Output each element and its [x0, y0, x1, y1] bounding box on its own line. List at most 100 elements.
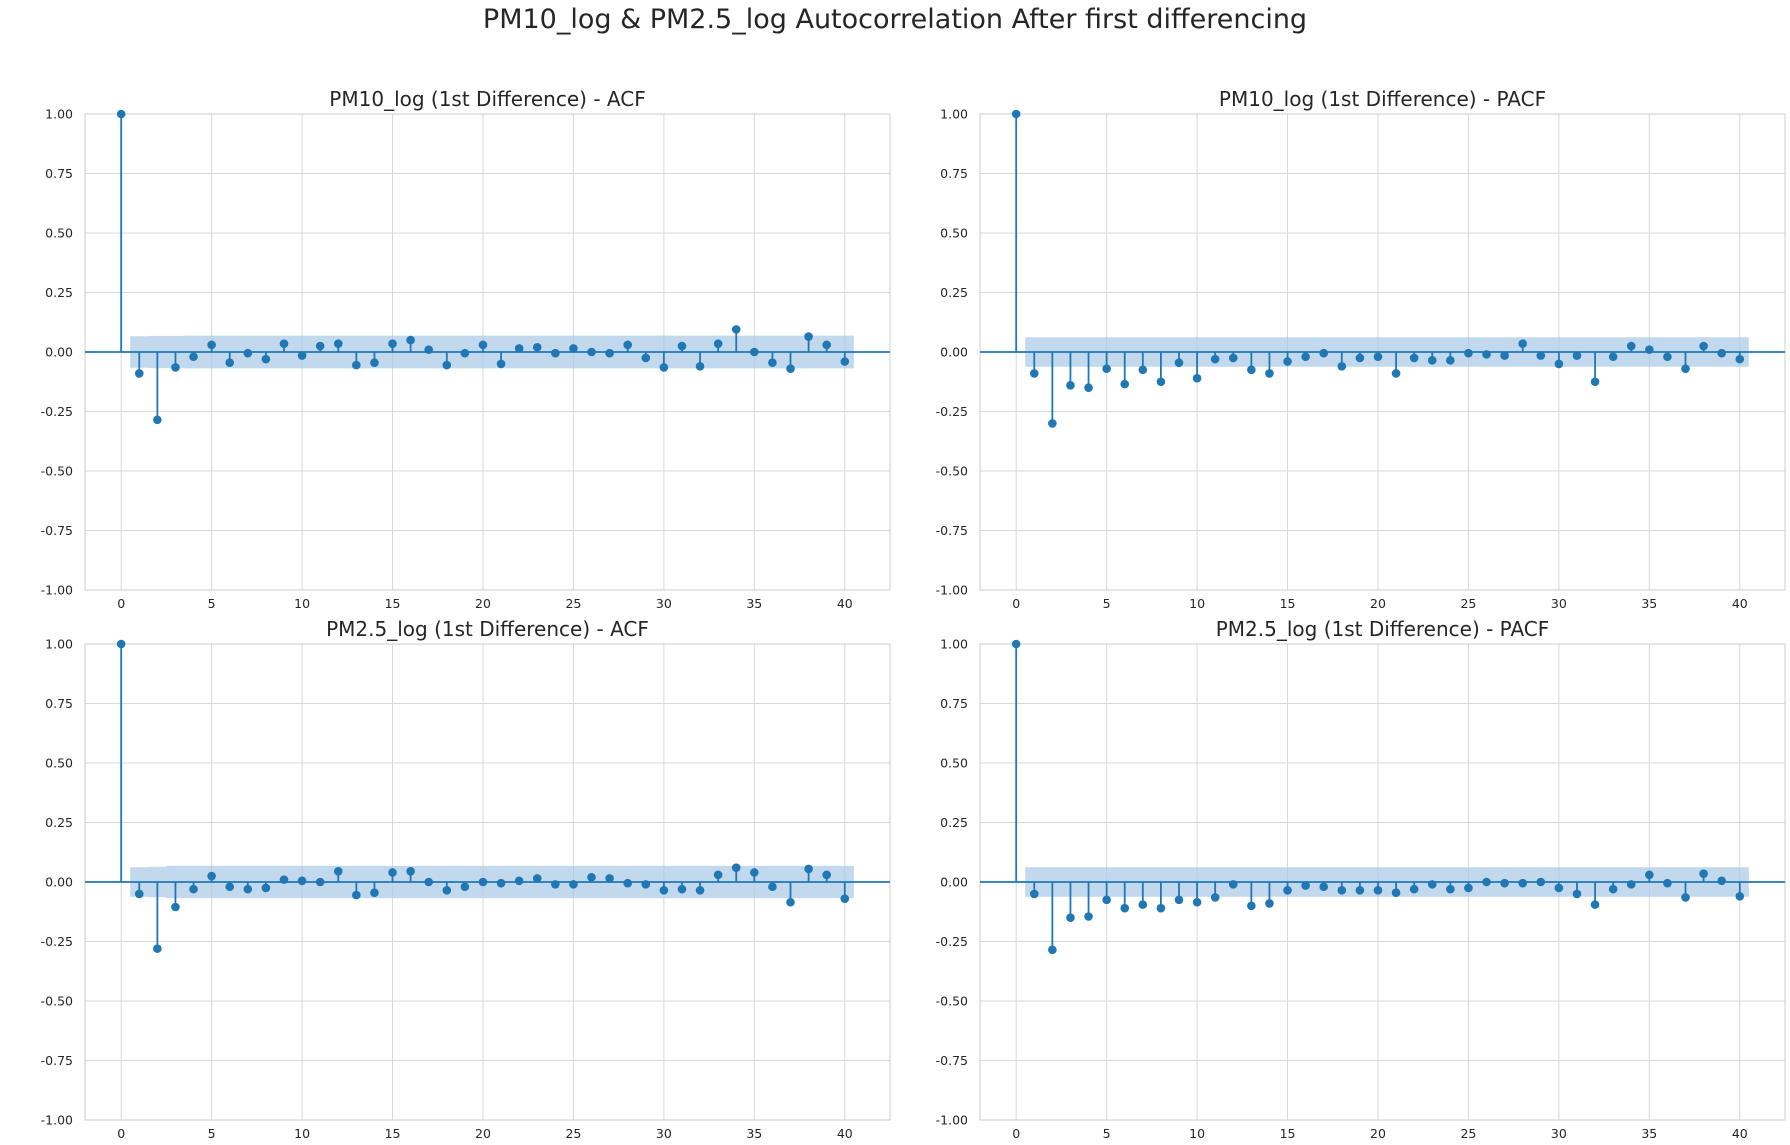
stem-point [442, 360, 452, 370]
stem-point [1337, 886, 1347, 895]
stem-point [297, 876, 307, 886]
x-tick-label: 25 [565, 596, 581, 611]
stem-point [1645, 870, 1654, 880]
stem-point [840, 357, 850, 366]
stem-point [1663, 878, 1672, 888]
stem-point [279, 339, 289, 348]
stem-point [171, 363, 180, 372]
stem-point [333, 339, 343, 348]
stem-point [1192, 373, 1202, 383]
x-tick-label: 30 [1551, 596, 1567, 611]
y-tick-label: 0.00 [45, 875, 73, 890]
stem-point [1590, 377, 1600, 387]
stem-point [822, 870, 831, 880]
stem-point [134, 889, 144, 899]
y-tick-label: 0.00 [45, 345, 73, 360]
stem-point [1283, 357, 1292, 366]
stem-point [768, 358, 777, 368]
stem-point [1464, 883, 1473, 893]
y-tick-label: 0.50 [45, 756, 73, 771]
stem-point [677, 884, 687, 894]
x-tick-label: 40 [837, 596, 853, 611]
y-tick-label: -1.00 [936, 1113, 968, 1128]
x-tick-label: 0 [117, 1126, 125, 1141]
stem-point [1355, 886, 1365, 895]
stem-point [1681, 893, 1690, 902]
stem-point [713, 339, 723, 348]
stem-point [1518, 878, 1527, 888]
pm25-acf-chart: PM2.5_log (1st Difference) - ACF 0 5 10 15 20… [41, 617, 891, 1141]
stem-point [605, 874, 614, 883]
stem-point [207, 871, 216, 881]
x-tick-label: 10 [1189, 596, 1205, 611]
pm25-pacf-title: PM2.5_log (1st Difference) - PACF [1216, 617, 1550, 641]
stem-point [786, 364, 795, 373]
y-tick-label: 0.25 [940, 285, 968, 300]
stem-point [352, 360, 361, 370]
stem-point [1265, 369, 1274, 378]
stem-point [370, 888, 379, 898]
stem-point [189, 352, 198, 362]
stem-point [605, 348, 614, 358]
y-tick-label: 0.75 [45, 166, 73, 181]
x-tick-label: 30 [1551, 1126, 1567, 1141]
stem-point [1102, 364, 1111, 373]
stem-point [1446, 884, 1455, 894]
y-tick-label: 0.75 [940, 166, 968, 181]
stem-point [713, 870, 723, 880]
stem-point [388, 339, 397, 348]
stem-point [1355, 353, 1365, 363]
x-tick-label: 35 [746, 1126, 762, 1141]
stem-point [243, 348, 253, 358]
stem-point [731, 325, 741, 334]
stem-point [1717, 876, 1726, 886]
stem-point [623, 878, 632, 888]
stem-point [1427, 356, 1437, 365]
y-tick-label: -0.25 [936, 404, 968, 419]
figure-title: PM10_log & PM2.5_log Autocorrelation Aft… [482, 4, 1308, 35]
stem-point [153, 415, 162, 425]
stem-point [659, 886, 669, 895]
stem-point [261, 354, 271, 364]
stem-point [406, 866, 415, 876]
y-tick-label: -0.75 [936, 523, 968, 538]
stem-point [1138, 365, 1148, 375]
stem-point [1409, 353, 1419, 363]
stem-point [1138, 900, 1148, 909]
stem-point [370, 358, 379, 368]
y-tick-label: -0.50 [41, 464, 73, 479]
stem-point [1210, 354, 1220, 364]
pm10-acf-stems [116, 109, 850, 425]
stem-point [1048, 945, 1057, 955]
y-tick-label: -0.25 [41, 404, 73, 419]
stem-point [750, 868, 759, 877]
stem-point [1572, 889, 1582, 899]
stem-point [189, 884, 198, 894]
stem-point [1210, 893, 1220, 902]
stem-point [1391, 369, 1401, 378]
stem-point [532, 874, 542, 883]
stem-point [1283, 886, 1292, 895]
stem-point [1011, 639, 1021, 649]
stem-point [1735, 891, 1745, 901]
x-tick-label: 40 [837, 1126, 853, 1141]
stem-point [496, 878, 506, 888]
stem-point [261, 883, 271, 893]
stem-point [1011, 109, 1021, 119]
y-tick-label: -1.00 [936, 583, 968, 598]
stem-point [1337, 361, 1347, 371]
stem-point [1029, 889, 1039, 899]
stem-point [1192, 897, 1202, 907]
stem-point [1717, 348, 1726, 358]
y-tick-label: -0.75 [41, 1053, 73, 1068]
stem-point [1247, 365, 1256, 375]
stem-point [659, 363, 669, 372]
stem-point [1174, 895, 1184, 905]
y-tick-label: 0.25 [45, 285, 73, 300]
x-tick-label: 20 [1370, 596, 1386, 611]
stem-point [786, 897, 795, 907]
x-tick-label: 25 [565, 1126, 581, 1141]
x-tick-label: 10 [294, 596, 310, 611]
stem-point [1554, 359, 1564, 369]
stem-point [514, 876, 524, 886]
